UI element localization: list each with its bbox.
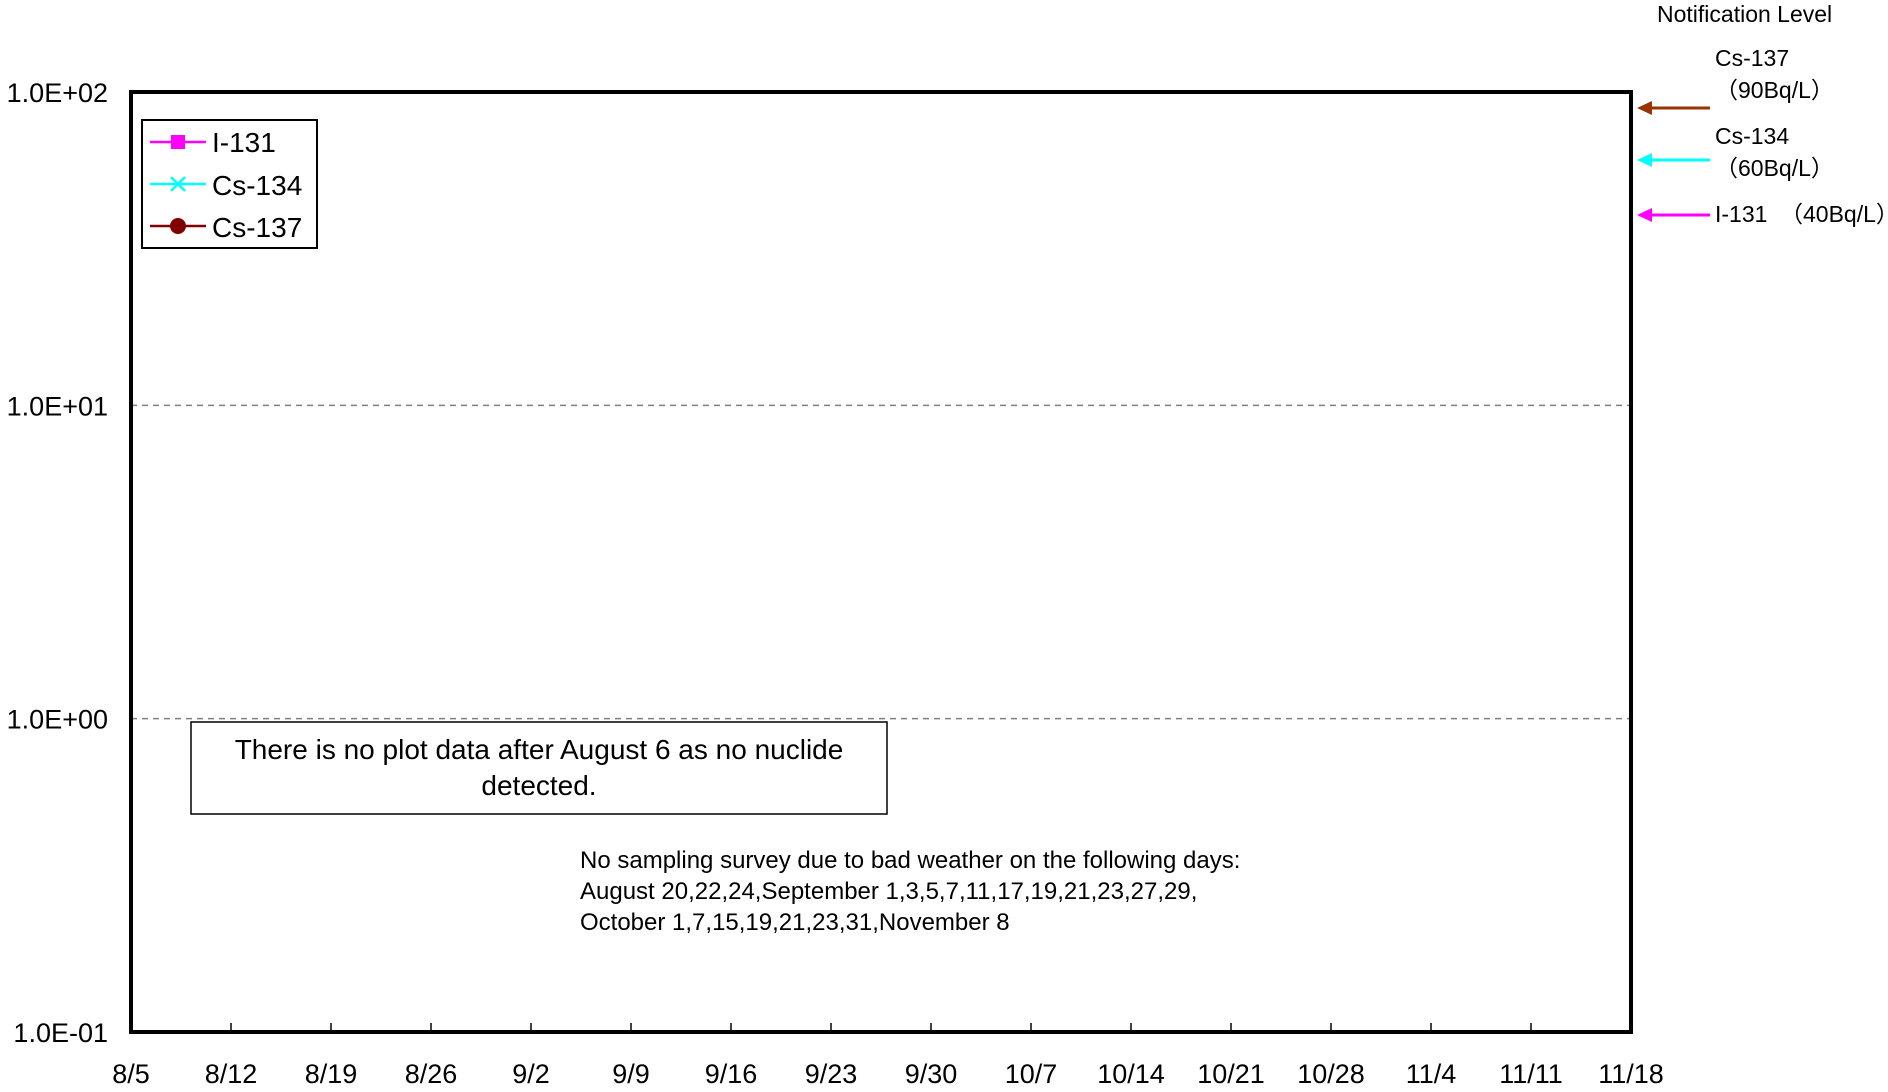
x-tick-label: 11/4 (1406, 1059, 1457, 1089)
notification-cs137-name: Cs-137 (1715, 45, 1789, 71)
notification-level-title: Notification Level (1657, 1, 1832, 27)
arrow-left-icon (1637, 101, 1652, 115)
no-data-box (190, 721, 888, 815)
no-data-annotation: There is no plot data after August 6 as … (190, 721, 888, 815)
notification-cs137-limit: （90Bq/L） (1715, 77, 1834, 103)
x-tick-label: 8/26 (405, 1059, 458, 1089)
notification-cs134-name: Cs-134 (1715, 123, 1789, 149)
notification-i131-name: I-131 (1715, 201, 1767, 227)
legend: I-131 Cs-134 Cs-137 (141, 119, 318, 249)
x-tick-label: 10/7 (1005, 1059, 1058, 1089)
y-tick-label: 1.0E+02 (7, 78, 108, 108)
square-marker-icon (171, 135, 185, 149)
arrow-left-icon (1637, 153, 1652, 167)
x-tick-label: 8/19 (305, 1059, 358, 1089)
no-sampling-line-3: October 1,7,15,19,21,23,31,November 8 (580, 909, 1010, 936)
notification-cs137: Cs-137 （90Bq/L） (1637, 45, 1834, 115)
legend-label-i131: I-131 (212, 127, 276, 158)
notification-i131: I-131 （40Bq/L） (1637, 201, 1888, 227)
x-tick-label: 10/21 (1197, 1059, 1265, 1089)
no-sampling-line-1: No sampling survey due to bad weather on… (580, 847, 1240, 874)
no-sampling-annotation: No sampling survey due to bad weather on… (580, 847, 1240, 936)
x-tick-label: 9/23 (805, 1059, 858, 1089)
legend-item-i131: I-131 (150, 127, 276, 158)
x-tick-label: 8/12 (205, 1059, 258, 1089)
x-tick-label: 8/5 (112, 1059, 150, 1089)
notification-cs134: Cs-134 （60Bq/L） (1637, 123, 1834, 181)
legend-item-cs134: Cs-134 (150, 170, 302, 201)
x-tick-label: 9/2 (512, 1059, 550, 1089)
arrow-left-icon (1637, 208, 1652, 222)
legend-label-cs134: Cs-134 (212, 170, 302, 201)
notification-cs134-limit: （60Bq/L） (1715, 155, 1834, 181)
no-data-line-2: detected. (481, 770, 596, 801)
legend-item-cs137: Cs-137 (150, 212, 302, 243)
gridlines (131, 404, 1631, 720)
x-tick-label: 11/11 (1499, 1059, 1563, 1089)
x-tick-label: 9/30 (905, 1059, 958, 1089)
x-tick-label: 10/28 (1297, 1059, 1365, 1089)
y-tick-label: 1.0E+01 (7, 391, 108, 421)
x-marker-icon (170, 176, 186, 192)
no-sampling-line-2: August 20,22,24,September 1,3,5,7,11,17,… (580, 878, 1197, 905)
y-axis-ticks: 1.0E-01 1.0E+00 1.0E+01 1.0E+02 (7, 78, 108, 1048)
x-tick-label: 9/16 (705, 1059, 758, 1089)
x-tick-label: 11/18 (1598, 1059, 1664, 1089)
x-axis-ticks: 8/5 8/12 8/19 8/26 9/2 9/9 9/16 9/23 9/30 10/7 10/… (112, 1023, 1664, 1089)
notification-level-panel: Notification Level Cs-137 （90Bq/L） Cs-13… (1637, 1, 1888, 227)
y-tick-label: 1.0E-01 (13, 1018, 108, 1048)
x-tick-label: 10/14 (1097, 1059, 1165, 1089)
plot-area-frame (129, 90, 1633, 1034)
notification-i131-limit: （40Bq/L） (1780, 201, 1888, 227)
y-tick-label: 1.0E+00 (7, 705, 108, 735)
no-data-line-1: There is no plot data after August 6 as … (235, 734, 844, 765)
x-tick-label: 9/9 (612, 1059, 650, 1089)
legend-label-cs137: Cs-137 (212, 212, 302, 243)
circle-marker-icon (170, 218, 186, 234)
